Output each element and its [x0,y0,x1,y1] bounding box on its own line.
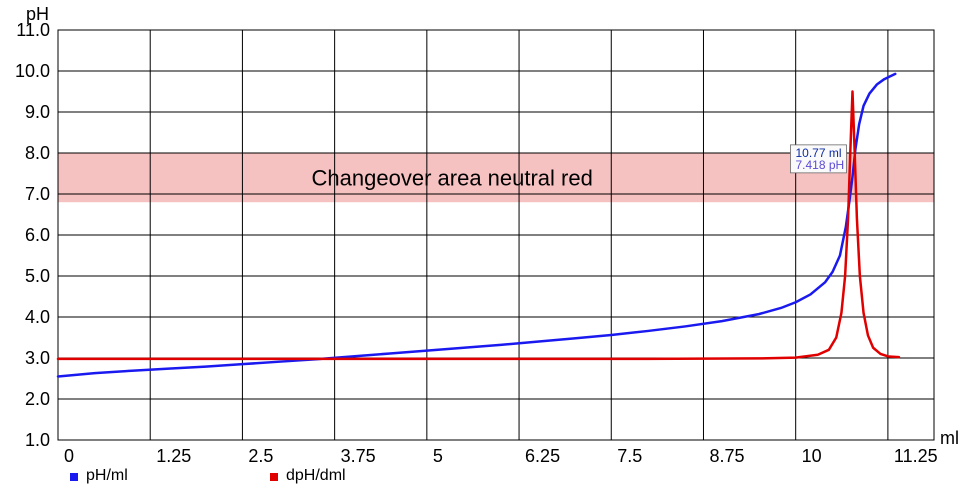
y-tick-label: 1.0 [25,430,50,450]
y-tick-label: 3.0 [25,348,50,368]
x-tick-label: 0 [64,446,74,466]
y-tick-label: 8.0 [25,143,50,163]
legend-label-ph: pH/ml [86,467,128,484]
y-tick-label: 10.0 [15,61,50,81]
y-tick-label: 7.0 [25,184,50,204]
x-tick-label: 6.25 [525,446,560,466]
x-tick-label: 11.25 [894,446,938,466]
y-axis-label: pH [26,4,49,24]
band-label: Changeover area neutral red [312,166,593,191]
x-tick-label: 1.25 [156,446,191,466]
legend-label-dph: dpH/dml [286,467,346,484]
y-tick-label: 2.0 [25,389,50,409]
x-tick-label: 7.5 [617,446,642,466]
legend-marker-dph [270,473,278,481]
plot-bg [0,0,974,504]
y-tick-label: 6.0 [25,225,50,245]
x-tick-label: 10 [802,446,822,466]
titration-chart: 0 1.25 2.5 3.75 5 6.25 7.5 8.75 10 11.25 1.0 2.0 3.0… [0,0,974,504]
x-tick-label: 3.75 [341,446,376,466]
x-tick-label: 5 [433,446,443,466]
y-tick-label: 4.0 [25,307,50,327]
x-tick-label: 2.5 [248,446,273,466]
y-tick-label: 9.0 [25,102,50,122]
legend-marker-ph [70,473,78,481]
x-axis-label: ml [940,428,959,448]
y-tick-label: 5.0 [25,266,50,286]
x-tick-label: 8.75 [709,446,744,466]
chart-container: { "chart": { "type": "line", "width": 97… [0,0,974,504]
callout-ph: 7.418 pH [795,158,844,172]
